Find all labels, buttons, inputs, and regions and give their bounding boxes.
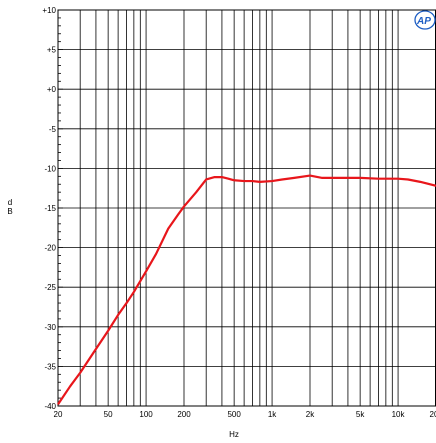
y-tick-label: -25 [44, 283, 56, 292]
x-tick-label: 100 [139, 410, 153, 419]
y-tick-labels: +10 +5 +0 -5 -10 -15 -20 -25 -30 -35 -40 [42, 6, 56, 411]
x-tick-label: 20k [430, 410, 436, 419]
y-axis-label-part: B [7, 207, 12, 216]
y-tick-label: -20 [44, 244, 56, 253]
y-tick-label: -10 [44, 164, 56, 173]
y-tick-label: -35 [44, 362, 56, 371]
ap-logo-icon: AP [414, 10, 436, 30]
y-tick-label: -40 [44, 402, 56, 411]
y-tick-label: -5 [49, 125, 57, 134]
x-tick-labels: 20 50 100 200 500 1k 2k 5k 10k 20k [54, 410, 436, 419]
series-layer [57, 174, 436, 406]
y-tick-label: +5 [47, 46, 57, 55]
x-tick-label: 2k [306, 410, 315, 419]
x-tick-label: 1k [268, 410, 277, 419]
x-tick-label: 50 [104, 410, 113, 419]
y-tick-label: +0 [47, 85, 57, 94]
svg-text:AP: AP [416, 16, 431, 27]
y-tick-label: +10 [42, 6, 56, 15]
x-tick-label: 200 [177, 410, 191, 419]
series-line [57, 174, 436, 406]
x-tick-label: 20 [54, 410, 63, 419]
y-tick-label: -15 [44, 204, 56, 213]
x-tick-label: 10k [392, 410, 406, 419]
y-axis-label-part: d [8, 198, 12, 207]
x-axis-label: Hz [229, 430, 239, 439]
y-tick-label: -30 [44, 323, 56, 332]
x-tick-label: 5k [356, 410, 365, 419]
x-tick-label: 500 [227, 410, 241, 419]
